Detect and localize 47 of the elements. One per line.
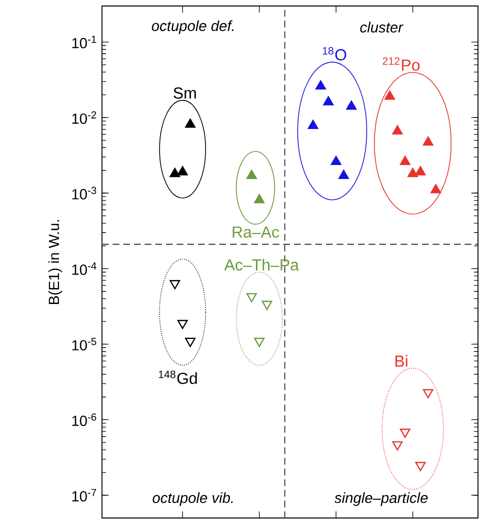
point	[170, 280, 180, 290]
point	[430, 184, 442, 194]
point	[330, 156, 342, 166]
point	[315, 80, 326, 90]
annotation: single–particle	[334, 492, 428, 506]
point	[392, 441, 403, 450]
y-tick-label: 10$^{-4}$	[72, 262, 96, 275]
annotation: octupole vib.	[152, 492, 233, 506]
point	[338, 170, 349, 179]
series-label: Bi	[395, 355, 408, 367]
series-label: $^{212}$Po	[382, 57, 420, 71]
y-axis-title: B(E1) in W.u.	[48, 220, 62, 304]
series-label: $^{18}$O	[322, 47, 346, 60]
point	[392, 125, 403, 134]
point	[408, 168, 418, 178]
point	[415, 462, 426, 472]
point	[177, 320, 188, 330]
series-label: Sm	[174, 87, 196, 99]
point	[415, 166, 426, 176]
point	[323, 96, 334, 106]
point	[262, 300, 272, 310]
point	[254, 194, 265, 204]
annotation: octupole def.	[152, 20, 234, 34]
point	[246, 170, 257, 179]
y-tick-label: 10$^{-2}$	[72, 111, 96, 124]
point	[384, 90, 395, 100]
y-tick-label: 10$^{-3}$	[72, 186, 96, 200]
point	[422, 136, 434, 146]
point	[185, 118, 196, 128]
series-label: Ra–Ac	[232, 226, 280, 238]
point	[400, 428, 410, 438]
point	[246, 293, 257, 302]
point	[185, 338, 196, 347]
y-tick-label: 10$^{-5}$	[72, 338, 96, 350]
annotation: cluster	[360, 22, 404, 33]
y-tick-label: 10$^{-6}$	[72, 413, 96, 426]
point	[400, 156, 410, 166]
point	[254, 338, 265, 347]
point	[170, 168, 180, 178]
series-label: Ac–Th–Pa	[224, 258, 299, 271]
point	[346, 100, 357, 110]
point	[177, 166, 188, 176]
point	[422, 389, 434, 398]
series-label: $^{148}$Gd	[158, 370, 197, 384]
point	[308, 120, 318, 129]
y-tick-label: 10$^{-1}$	[72, 36, 96, 48]
y-tick-label: 10$^{-7}$	[72, 489, 96, 502]
